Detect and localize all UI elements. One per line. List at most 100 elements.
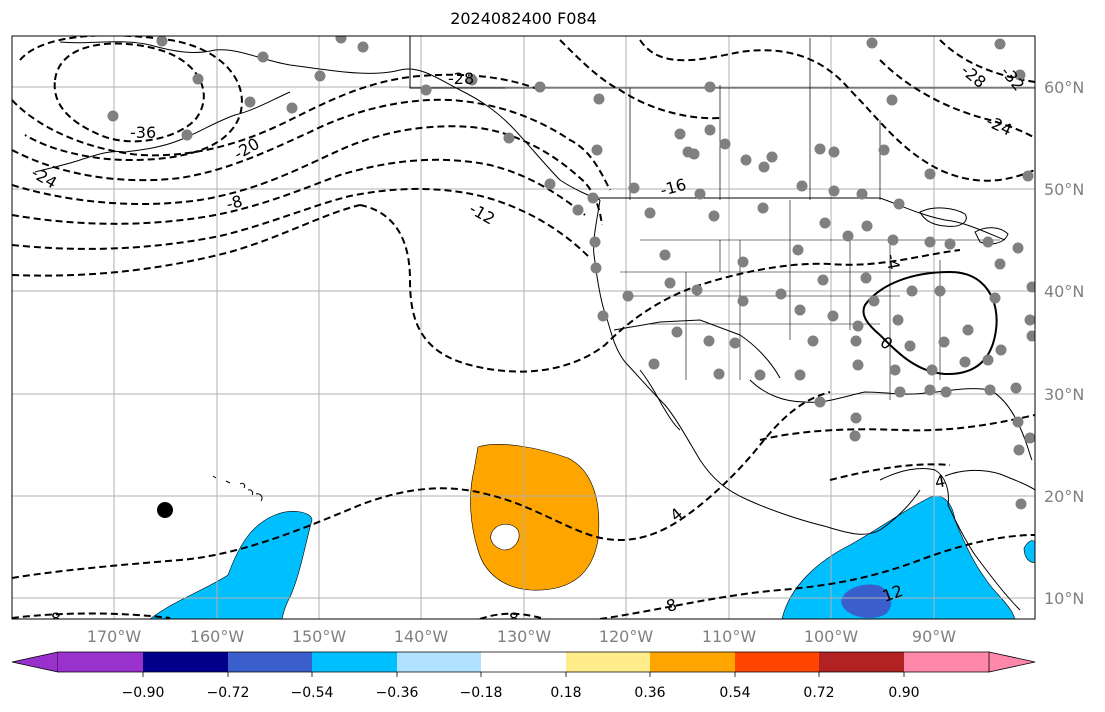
colorbar-tick-label: −0.90	[122, 685, 165, 701]
contour-5	[12, 187, 591, 259]
lon-label: 110°W	[702, 627, 757, 646]
station-dot	[807, 335, 819, 347]
yucatan-and-central-america	[879, 467, 1021, 611]
station-dot	[944, 238, 956, 250]
colorbar-tick-label: 0.18	[550, 685, 581, 701]
station-dot	[1022, 170, 1034, 182]
station-dot	[622, 290, 634, 302]
contour-9	[12, 612, 171, 619]
contour-7	[359, 204, 961, 373]
us-state-lines	[620, 200, 1000, 400]
colorbar-segment	[904, 652, 989, 672]
station-dot	[754, 369, 766, 381]
station-dot	[994, 258, 1006, 270]
colorbar-tick-label: 0.54	[719, 685, 750, 701]
station-dot	[868, 295, 880, 307]
contour-label: -8	[503, 609, 519, 628]
station-dot	[737, 295, 749, 307]
lat-label: 10°N	[1044, 589, 1084, 608]
lon-label: 170°W	[87, 627, 142, 646]
negative-anomaly-area-edge	[1023, 540, 1035, 563]
station-dot	[886, 94, 898, 106]
station-dot	[819, 217, 831, 229]
lon-label: 90°W	[912, 627, 956, 646]
colorbar-tick-label: −0.18	[460, 685, 503, 701]
colorbar-tick-label: 0.90	[888, 685, 919, 701]
positive-anomaly-area	[470, 444, 600, 591]
station-dot	[587, 192, 599, 204]
station-dot	[648, 358, 660, 370]
contour-17	[559, 39, 721, 120]
negative-anomaly-area-west	[149, 511, 313, 619]
station-dot	[628, 182, 640, 194]
map-frame	[11, 35, 1036, 620]
alaska-coast	[59, 41, 601, 201]
station-dot	[887, 234, 899, 246]
station-dot	[1014, 69, 1026, 81]
station-dot	[420, 84, 432, 96]
colorbar-frame	[58, 651, 989, 673]
station-dot	[893, 198, 905, 210]
station-dot	[814, 143, 826, 155]
station-dot	[894, 386, 906, 398]
station-dot	[719, 138, 731, 150]
north-america-west-coast	[593, 199, 921, 535]
contour-15	[879, 59, 1035, 139]
station-dot	[924, 384, 936, 396]
contour-6	[12, 204, 361, 277]
station-dot	[589, 236, 601, 248]
colorbar-segment	[228, 652, 312, 672]
station-dot	[286, 102, 298, 114]
station-dot	[659, 249, 671, 261]
colorbar-tick-label: −0.54	[291, 685, 334, 701]
station-dot	[1026, 330, 1035, 342]
station-dot	[982, 354, 994, 366]
station-dot	[794, 304, 806, 316]
station-dot	[982, 236, 994, 248]
station-dot	[827, 310, 839, 322]
station-dot	[959, 356, 971, 368]
lat-label: 20°N	[1044, 487, 1084, 506]
station-dot	[544, 178, 556, 190]
station-dot	[766, 151, 778, 163]
station-dot	[644, 207, 656, 219]
station-dot	[817, 274, 829, 286]
station-dot	[994, 38, 1006, 50]
us-mexico-border	[613, 319, 781, 379]
colorbar-segment	[650, 652, 735, 672]
contour-13	[829, 463, 951, 481]
colorbar	[11, 651, 1036, 677]
map-title: 2024082400 F084	[450, 9, 597, 28]
station-dot	[828, 146, 840, 158]
station-dot	[713, 368, 725, 380]
contour-label: -4	[882, 252, 903, 271]
colorbar-extend-low	[11, 651, 59, 673]
shaded-areas	[149, 444, 1035, 619]
station-dot	[244, 96, 256, 108]
station-dot	[995, 344, 1007, 356]
station-dot	[591, 144, 603, 156]
station-dot	[740, 154, 752, 166]
station-dot	[572, 204, 584, 216]
gulf-of-mexico-coast	[749, 379, 1033, 461]
station-dot	[962, 324, 974, 336]
station-dot	[156, 36, 168, 47]
station-dot	[938, 336, 950, 348]
station-dot	[729, 337, 741, 349]
station-dot	[940, 386, 952, 398]
station-dot	[597, 310, 609, 322]
map-panel: -36 -28 -24 -28 -32 -20 -24 -16 -8 -12 -…	[12, 36, 1035, 628]
contour-3	[12, 125, 603, 226]
baja-california	[639, 369, 681, 431]
station-dot	[1026, 281, 1035, 293]
lon-label: 140°W	[394, 627, 449, 646]
colorbar-tick-label: −0.36	[376, 685, 419, 701]
colorbar-segment	[58, 652, 143, 672]
station-dot	[688, 148, 700, 160]
contour-10	[479, 612, 546, 619]
station-dot	[357, 41, 369, 53]
contour-label: 8	[664, 595, 679, 616]
station-dot	[989, 292, 1001, 304]
contour-1	[12, 73, 541, 157]
station-dot	[878, 144, 890, 156]
